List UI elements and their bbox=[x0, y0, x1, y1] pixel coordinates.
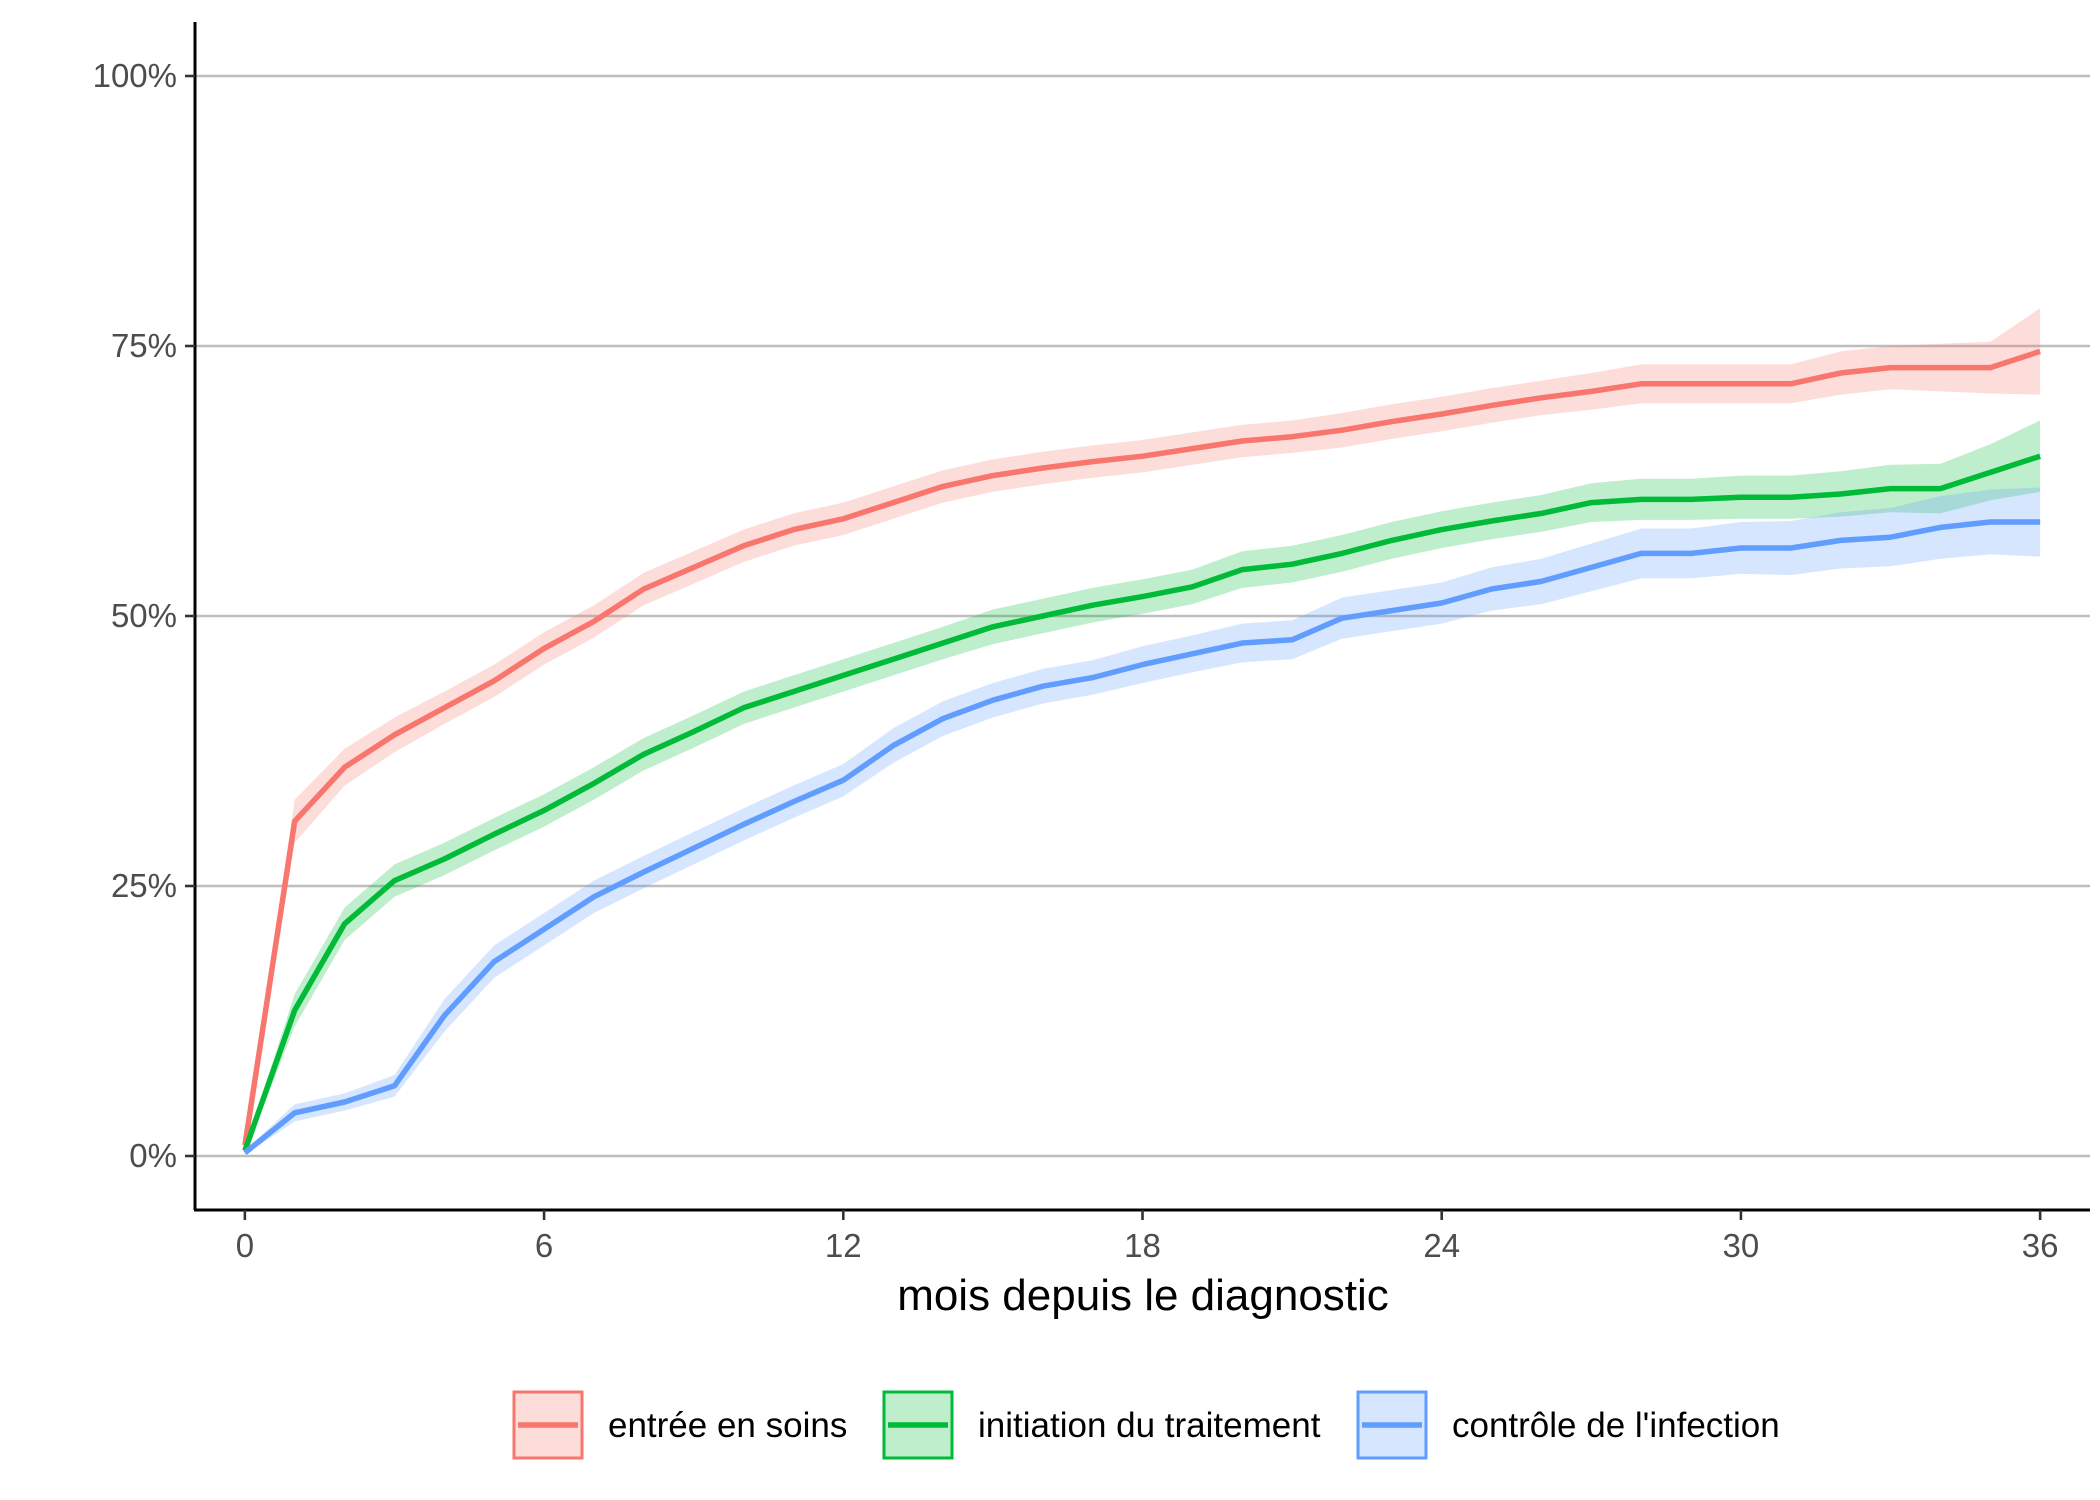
legend-label: contrôle de l'infection bbox=[1452, 1406, 1780, 1445]
x-tick-label: 36 bbox=[2022, 1227, 2059, 1264]
x-tick-label: 30 bbox=[1723, 1227, 1760, 1264]
x-tick-label: 24 bbox=[1423, 1227, 1460, 1264]
y-tick-label: 0% bbox=[129, 1137, 177, 1174]
legend: entrée en soins initiation du traitement c… bbox=[512, 1390, 1780, 1460]
x-tick-label: 18 bbox=[1124, 1227, 1161, 1264]
y-tick-label: 50% bbox=[111, 597, 177, 634]
series-line-1 bbox=[242, 453, 2041, 1152]
x-tick-label: 12 bbox=[825, 1227, 862, 1264]
confidence-band-0 bbox=[244, 308, 2041, 1151]
series-line-0 bbox=[242, 348, 2041, 1146]
legend-item: initiation du traitement bbox=[882, 1390, 1321, 1460]
legend-label: initiation du traitement bbox=[978, 1406, 1321, 1445]
x-tick-label: 0 bbox=[236, 1227, 254, 1264]
legend-item: contrôle de l'infection bbox=[1356, 1390, 1780, 1460]
series-lines bbox=[242, 348, 2041, 1155]
x-axis-title: mois depuis le diagnostic bbox=[897, 1271, 1389, 1320]
y-tick-label: 75% bbox=[111, 327, 177, 364]
gridlines bbox=[195, 74, 2090, 1158]
x-tick-label: 6 bbox=[535, 1227, 553, 1264]
y-tick-label: 100% bbox=[93, 57, 177, 94]
series-line-2 bbox=[243, 519, 2041, 1155]
confidence-band-2 bbox=[244, 487, 2041, 1155]
legend-label: entrée en soins bbox=[608, 1406, 847, 1445]
y-tick-label: 25% bbox=[111, 867, 177, 904]
confidence-bands bbox=[244, 308, 2041, 1155]
x-axis-ticks: 0 6 12 18 24 30 36 bbox=[236, 1210, 2059, 1264]
legend-item: entrée en soins bbox=[512, 1390, 847, 1460]
y-axis-ticks: 0% 25% 50% 75% 100% bbox=[93, 57, 195, 1174]
